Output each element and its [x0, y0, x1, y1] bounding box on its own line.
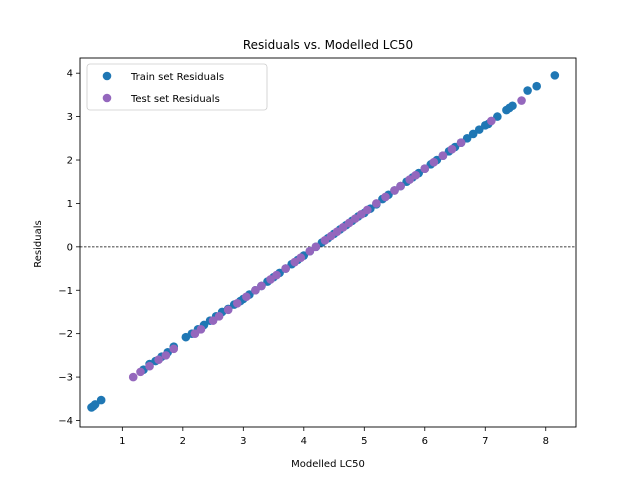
test-point [154, 355, 163, 365]
train-point [523, 86, 532, 95]
train-point [550, 71, 560, 80]
test-point [169, 344, 179, 354]
test-point [223, 305, 233, 315]
chart-title: Residuals vs. Modelled LC50 [243, 38, 413, 52]
test-point [411, 170, 421, 180]
train-point [493, 112, 502, 121]
test-point [208, 316, 218, 325]
test-point [290, 257, 300, 267]
legend-box [86, 63, 268, 111]
test-point [390, 186, 399, 195]
legend-marker [102, 71, 112, 81]
test-point [311, 242, 321, 252]
x-tick-label: 3 [240, 436, 246, 447]
legend-label: Train set Residuals [130, 72, 224, 83]
train-point [96, 395, 106, 405]
legend-label: Test set Residuals [130, 94, 220, 105]
y-tick-label: 1 [67, 199, 73, 210]
test-point [405, 175, 414, 184]
legend: Train set Residuals Test set Residuals [86, 63, 268, 111]
test-point [296, 253, 306, 262]
train-point [468, 129, 478, 139]
test-point [242, 292, 251, 302]
test-point [128, 372, 138, 382]
test-point [338, 223, 348, 232]
test-point [372, 199, 381, 208]
test-point [305, 246, 315, 256]
test-point [257, 281, 266, 291]
x-tick-label: 6 [422, 436, 428, 447]
y-tick-label: 4 [67, 69, 73, 80]
test-point [363, 205, 372, 215]
x-tick-label: 5 [361, 436, 367, 447]
test-point [161, 351, 171, 360]
train-point [462, 134, 472, 143]
x-tick-label: 1 [119, 436, 125, 447]
test-point [350, 214, 360, 223]
y-tick-label: 3 [67, 112, 73, 123]
test-point [196, 325, 206, 334]
test-series [128, 96, 526, 382]
test-point [281, 264, 290, 273]
test-point [344, 218, 354, 228]
test-point [136, 367, 145, 377]
test-point [320, 236, 330, 245]
x-tick-label: 7 [482, 436, 488, 447]
y-tick-label: 0 [67, 242, 73, 253]
x-tick-label: 8 [543, 436, 549, 447]
test-point [251, 285, 260, 295]
test-point [214, 312, 224, 321]
axes-frame [79, 57, 577, 428]
test-point [438, 151, 448, 160]
train-point [508, 101, 517, 111]
y-tick-label: −1 [58, 286, 73, 297]
test-point [190, 329, 200, 338]
test-point [332, 227, 342, 236]
test-point [429, 157, 439, 167]
train-point [474, 125, 484, 134]
y-axis-label: Residuals [33, 220, 44, 267]
test-point [232, 298, 242, 308]
x-tick-label: 4 [301, 436, 307, 447]
y-tick-label: −3 [58, 373, 73, 384]
legend-marker [102, 93, 112, 103]
test-point [356, 209, 366, 219]
train-point [90, 400, 100, 409]
test-point [456, 138, 466, 147]
x-axis-label: Modelled LC50 [291, 459, 365, 470]
test-point [447, 144, 457, 154]
y-tick-label: −4 [58, 416, 73, 427]
plot-area: 1 2 3 4 5 6 7 8 −4 −3 −2 −1 0 1 2 3 4 [58, 57, 577, 447]
train-point [532, 81, 541, 91]
y-tick-label: 2 [67, 156, 73, 167]
y-tick-label: −2 [58, 329, 73, 340]
x-tick-label: 2 [180, 436, 186, 447]
test-point [487, 116, 496, 126]
test-point [266, 275, 275, 284]
test-point [272, 270, 281, 280]
test-point [326, 231, 336, 241]
test-point [381, 192, 390, 202]
test-point [396, 181, 405, 191]
test-point [145, 361, 154, 371]
test-point [517, 96, 526, 105]
test-point [420, 164, 430, 173]
